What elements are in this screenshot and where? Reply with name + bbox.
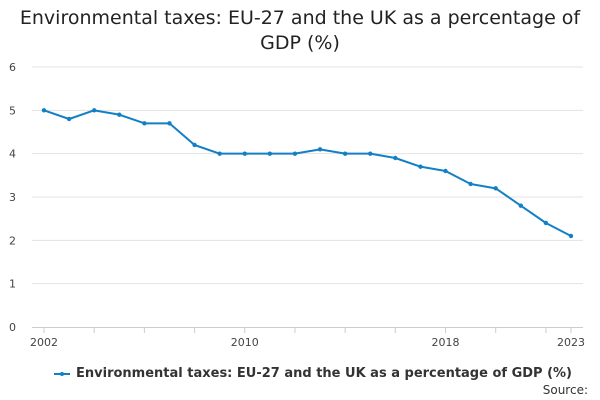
y-tick-label-3: 3 xyxy=(9,191,16,204)
data-point-2018 xyxy=(443,168,448,174)
data-point-2002 xyxy=(41,108,47,113)
data-point-2017 xyxy=(418,164,423,169)
data-point-2020 xyxy=(493,186,498,191)
chart-title: Environmental taxes: EU-27 and the UK as… xyxy=(0,6,600,56)
y-tick-label-2: 2 xyxy=(9,234,16,247)
y-axis-ticks: 0 1 2 3 4 5 6 xyxy=(9,61,16,334)
grid-lines xyxy=(32,66,583,285)
x-tick-label-2018: 2018 xyxy=(432,336,460,349)
data-point-2014 xyxy=(342,151,348,156)
data-point-2019 xyxy=(468,181,473,187)
chart-title-line-1: Environmental taxes: EU-27 and the UK as… xyxy=(19,7,581,29)
source-label: Source: xyxy=(542,383,588,397)
data-point-2011 xyxy=(267,151,273,156)
x-tick-label-2023: 2023 xyxy=(557,336,585,349)
data-point-2009 xyxy=(217,151,222,156)
data-point-2022 xyxy=(543,220,549,226)
y-tick-label-0: 0 xyxy=(9,321,16,334)
y-tick-label-4: 4 xyxy=(9,148,16,161)
data-point-2007 xyxy=(167,121,172,126)
series-group xyxy=(41,108,574,239)
y-tick-label-6: 6 xyxy=(9,61,16,74)
legend-swatch-icon xyxy=(54,369,70,379)
data-point-2023 xyxy=(568,233,574,239)
data-point-2010 xyxy=(242,151,247,156)
series-line-0 xyxy=(43,109,572,237)
y-tick-label-1: 1 xyxy=(9,278,16,291)
data-point-2008 xyxy=(192,142,197,148)
data-point-2006 xyxy=(142,121,147,126)
data-point-2005 xyxy=(117,112,122,117)
legend-label: Environmental taxes: EU-27 and the UK as… xyxy=(76,366,572,381)
data-point-2004 xyxy=(91,108,97,113)
x-tick-label-2010: 2010 xyxy=(231,336,259,349)
y-tick-label-5: 5 xyxy=(9,104,16,117)
x-axis: 2002 2010 2018 2023 xyxy=(30,327,585,349)
data-point-2021 xyxy=(518,203,524,208)
data-point-2016 xyxy=(393,155,398,161)
data-point-2013 xyxy=(317,147,323,152)
chart-title-line-2: GDP (%) xyxy=(260,32,340,54)
legend[interactable]: Environmental taxes: EU-27 and the UK as… xyxy=(54,366,572,381)
data-point-2012 xyxy=(292,151,298,156)
data-point-2003 xyxy=(66,116,72,122)
data-point-2015 xyxy=(368,151,373,156)
x-tick-label-2002: 2002 xyxy=(30,336,58,349)
